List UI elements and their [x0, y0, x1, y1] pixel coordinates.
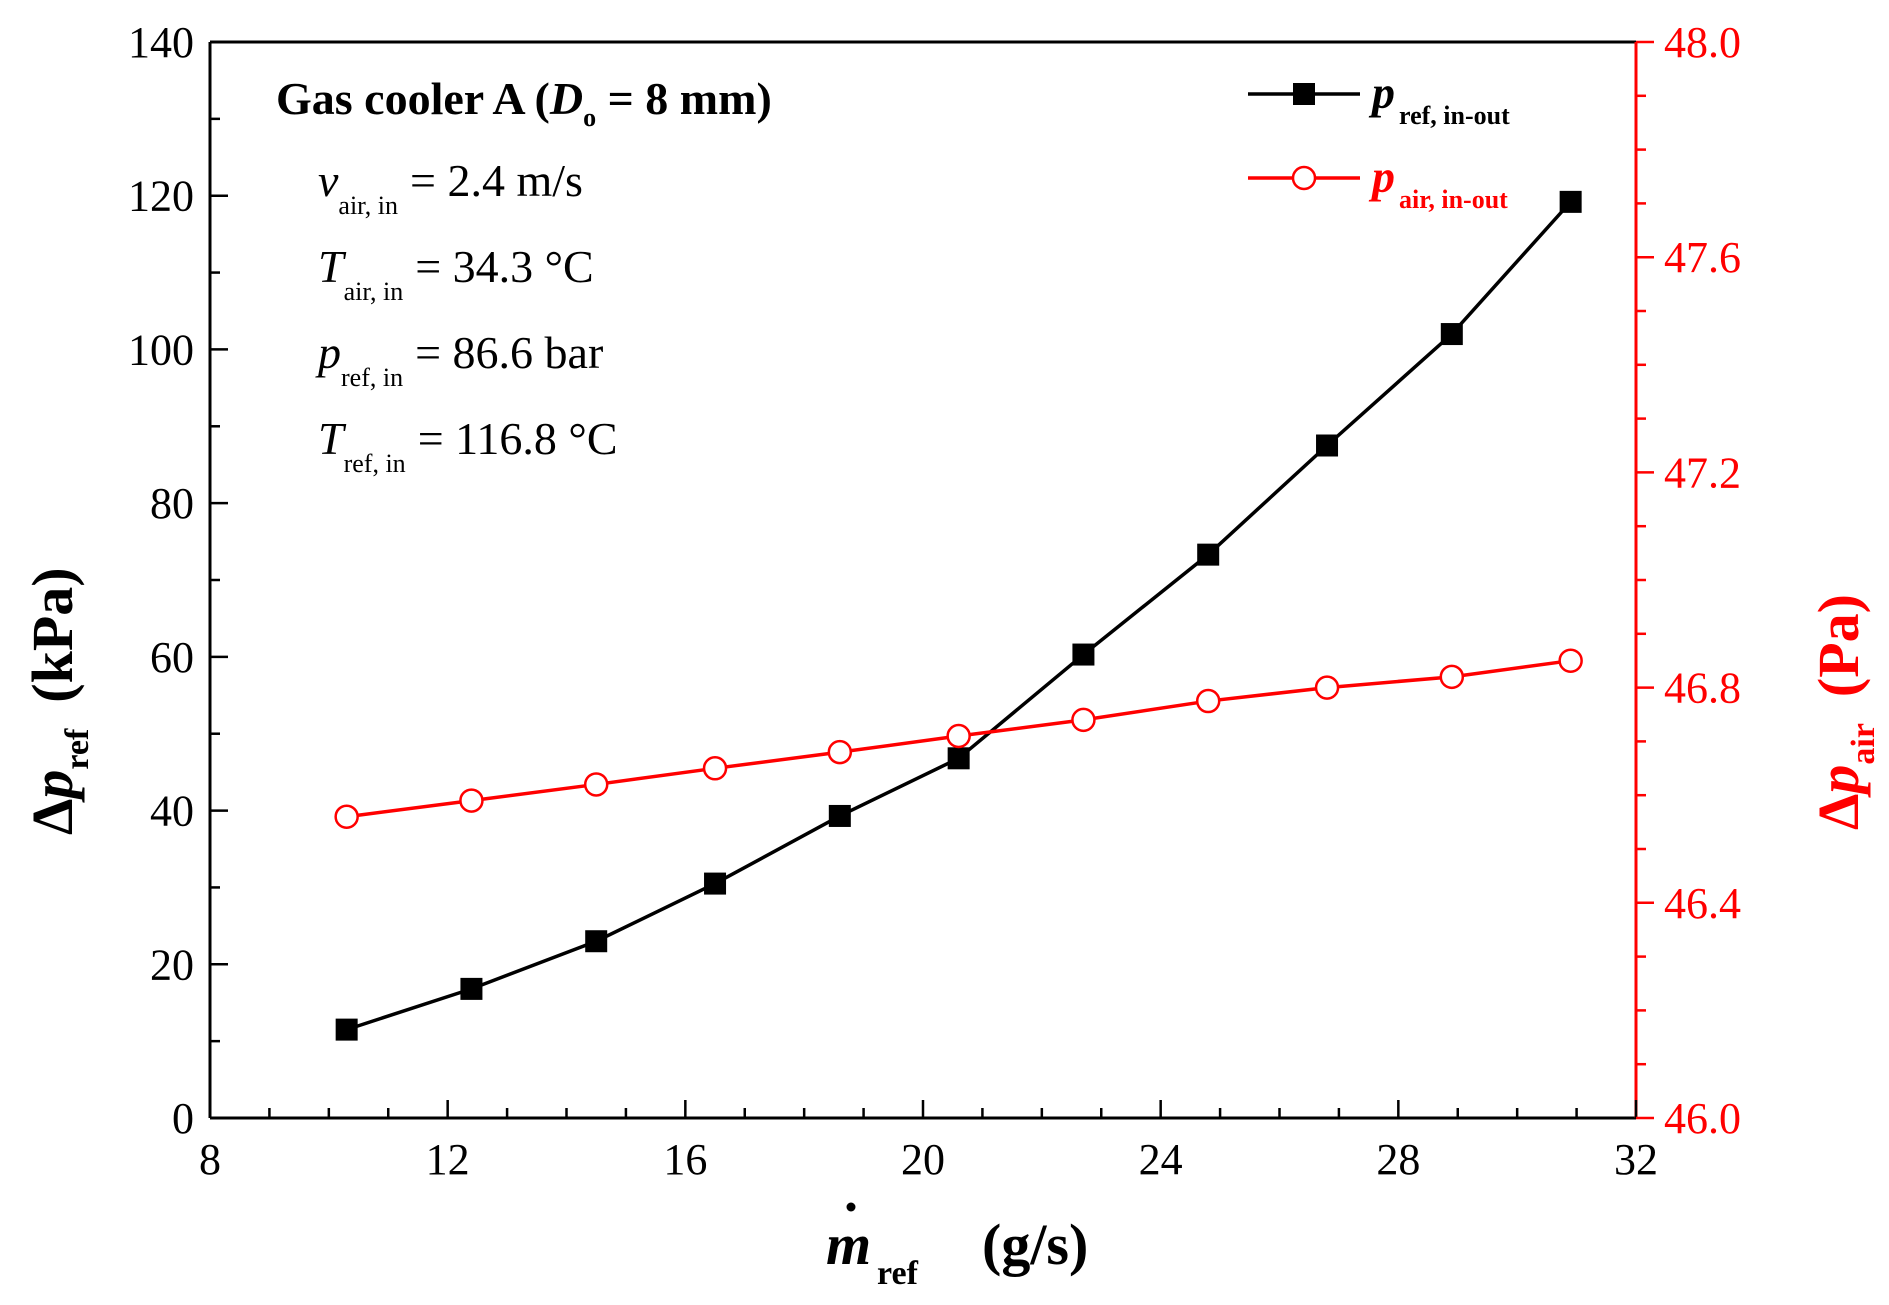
y-left-unit: (kPa): [20, 567, 85, 702]
data-point-circle: [1558, 648, 1583, 673]
data-point-square: [1559, 190, 1582, 213]
x-axis-dot-mark: [846, 1202, 856, 1212]
legend-entry: p ref, in-out: [1248, 67, 1510, 130]
annotation-block: Gas cooler A (Do = 8 mm) vair, in = 2.4 m…: [276, 73, 772, 478]
annotation-value: = 86.6 bar: [415, 327, 603, 378]
y-right-subscript: air: [1845, 723, 1882, 765]
y-left-tick-label: 60: [150, 633, 194, 682]
y-right-tick-label: 47.6: [1664, 233, 1741, 282]
data-point-square: [704, 872, 727, 895]
annotation-symbol: T: [318, 413, 347, 464]
y-right-unit: (Pa): [1806, 594, 1871, 697]
data-point-square: [947, 747, 970, 770]
y-right-axis-title: Δpair (Pa): [1806, 594, 1882, 830]
legend-symbol: p: [1368, 67, 1395, 118]
y-right-tick-label: 46.4: [1664, 879, 1741, 928]
data-point-circle: [334, 804, 359, 829]
x-tick-label: 24: [1139, 1135, 1183, 1184]
annotation-value: = 116.8 °C: [418, 413, 618, 464]
y-left-axis-title: Δpref (kPa): [20, 567, 96, 835]
legend-label: p ref, in-out: [1368, 67, 1510, 130]
y-right-tick-label: 46.8: [1664, 664, 1741, 713]
y-right-tick-label: 46.0: [1664, 1094, 1741, 1143]
data-point-square: [1197, 543, 1220, 566]
x-tick-label: 8: [199, 1135, 221, 1184]
y-right-symbol: p: [1806, 765, 1871, 799]
data-point-circle: [827, 739, 853, 765]
x-axis-subscript: ref: [877, 1255, 919, 1292]
data-point-square: [1072, 643, 1095, 666]
annotation-value: = 2.4 m/s: [410, 155, 583, 206]
data-point-square: [1440, 323, 1463, 346]
legend-symbol: p: [1368, 151, 1395, 202]
data-point-circle: [459, 788, 484, 813]
y-left-tick-label: 100: [128, 325, 194, 374]
annotation-line: pref, in = 86.6 bar: [315, 327, 603, 392]
annotation-subscript: air, in: [344, 277, 404, 306]
x-tick-label: 20: [901, 1135, 945, 1184]
legend-entry: p air, in-out: [1248, 151, 1508, 214]
annotation-symbol: T: [318, 241, 347, 292]
annotation-symbol: p: [315, 327, 341, 378]
x-axis-title: m ref (g/s): [826, 1202, 1088, 1292]
data-point-circle: [1314, 675, 1340, 700]
y-left-prefix: Δ: [20, 799, 85, 835]
y-right-tick-label: 48.0: [1664, 18, 1741, 67]
annotation-line: Tair, in = 34.3 °C: [318, 241, 594, 306]
data-point-square: [1316, 434, 1339, 457]
data-point-square: [585, 930, 608, 953]
data-point-circle: [583, 772, 609, 797]
annotation-line: vair, in = 2.4 m/s: [318, 155, 583, 220]
annotation-symbol: v: [318, 155, 339, 206]
legend-marker-square: [1293, 83, 1315, 105]
data-point-circle: [1071, 707, 1096, 733]
annotation-subscript: ref, in: [341, 363, 403, 392]
y-left-tick-label: 40: [150, 787, 194, 836]
y-left-tick-label: 0: [172, 1094, 194, 1143]
x-axis-symbol: m: [826, 1212, 871, 1277]
legend-subscript: ref, in-out: [1399, 101, 1510, 130]
data-point-circle: [1439, 664, 1465, 690]
y-left-tick-label: 80: [150, 479, 194, 528]
x-tick-label: 28: [1376, 1135, 1420, 1184]
data-point-square: [828, 804, 851, 827]
chart-title: Gas cooler A (Do = 8 mm): [276, 73, 772, 132]
svg-text:Δpair(Pa): Δpair (Pa): [1806, 594, 1882, 830]
y-left-symbol: p: [20, 770, 85, 804]
legend-marker-circle: [1291, 165, 1317, 191]
x-axis-unit: (g/s): [982, 1212, 1088, 1277]
annotation-subscript: air, in: [338, 191, 398, 220]
x-tick-label: 12: [426, 1135, 470, 1184]
y-left-subscript: ref: [59, 728, 96, 770]
svg-text:Δpref(kPa): Δpref (kPa): [20, 567, 96, 835]
data-point-circle: [946, 723, 971, 749]
y-right-prefix: Δ: [1806, 794, 1871, 830]
annotation-value: = 34.3 °C: [415, 241, 594, 292]
data-point-square: [460, 977, 483, 1000]
series-ref: [335, 190, 1582, 1041]
legend-subscript: air, in-out: [1399, 185, 1508, 214]
data-point-circle: [702, 756, 728, 781]
y-left-tick-label: 140: [128, 18, 194, 67]
annotation-subscript: ref, in: [344, 449, 406, 478]
series-air: [334, 648, 1583, 829]
data-point-circle: [1195, 688, 1221, 714]
y-right-tick-label: 47.2: [1664, 448, 1741, 497]
x-tick-label: 16: [663, 1135, 707, 1184]
x-tick-label: 32: [1614, 1135, 1658, 1184]
y-left-tick-label: 120: [128, 172, 194, 221]
data-point-square: [335, 1018, 358, 1041]
legend-label: p air, in-out: [1368, 151, 1508, 214]
annotation-line: Tref, in = 116.8 °C: [318, 413, 618, 478]
y-left-tick-label: 20: [150, 940, 194, 989]
